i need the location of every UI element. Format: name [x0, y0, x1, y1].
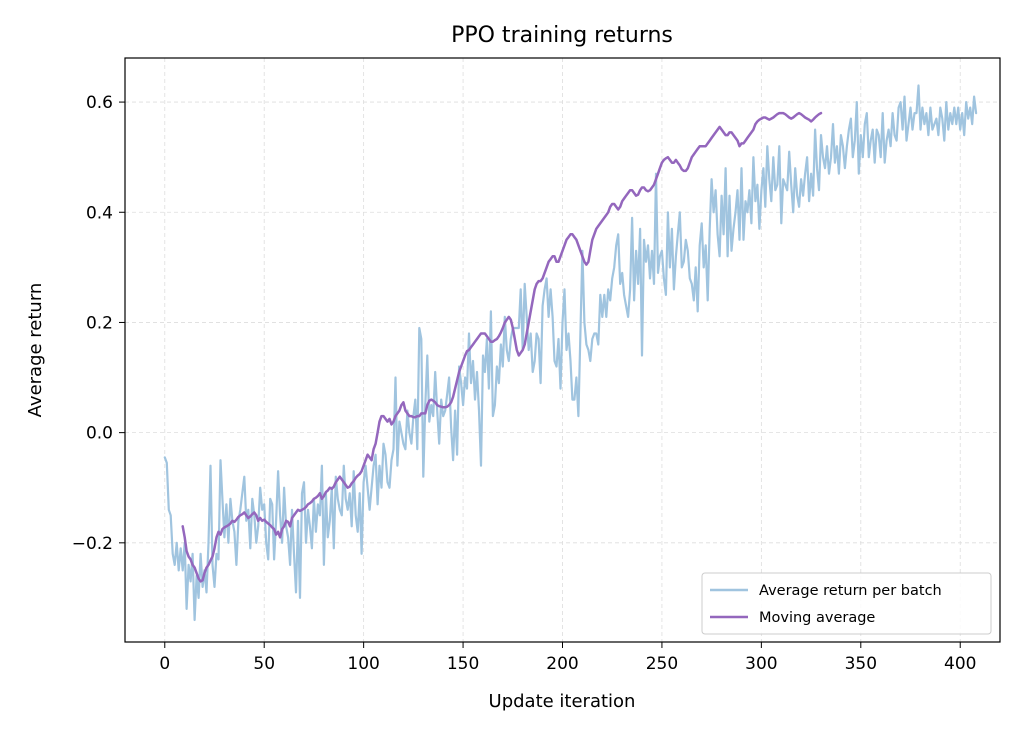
series-layer [163, 84, 978, 622]
ticks: 0 50 100 150 200 250 300 350 400 −0.2 0.0 0.2 0.4 0.6 [72, 93, 977, 674]
legend: Average return per batch Moving average [701, 572, 992, 635]
series-line-average-return-per-batch [163, 84, 978, 622]
x-tick-label: 0 [159, 654, 170, 674]
x-tick-label: 400 [944, 654, 976, 674]
y-tick-label: 0.4 [86, 203, 113, 223]
y-tick-label: 0.0 [86, 424, 113, 444]
x-axis-label: Update iteration [489, 691, 636, 712]
x-tick-label: 350 [845, 654, 877, 674]
legend-label-batch: Average return per batch [759, 583, 942, 599]
chart-title: PPO training returns [451, 23, 673, 48]
grid [125, 58, 1000, 642]
x-tick-label: 300 [745, 654, 777, 674]
x-tick-label: 50 [253, 654, 275, 674]
legend-label-moving-average: Moving average [759, 610, 875, 626]
x-tick-label: 250 [646, 654, 678, 674]
series-line-moving-average [181, 111, 823, 583]
x-tick-label: 100 [347, 654, 379, 674]
y-tick-label: 0.6 [86, 93, 113, 113]
legend-box [701, 572, 992, 635]
y-tick-label: 0.2 [86, 313, 113, 333]
y-axis-label: Average return [25, 283, 46, 418]
x-tick-label: 150 [447, 654, 479, 674]
y-tick-label: −0.2 [72, 534, 113, 554]
x-tick-label: 200 [546, 654, 578, 674]
